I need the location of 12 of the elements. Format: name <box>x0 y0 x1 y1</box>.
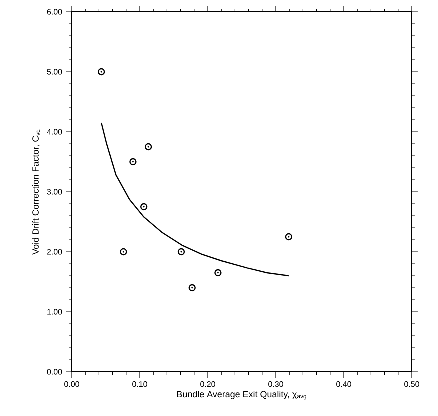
point <box>188 284 196 292</box>
point <box>178 248 186 256</box>
point <box>98 68 106 76</box>
y-axis-title: Void Drift Correction Factor, C$_{vd}$ <box>32 130 40 255</box>
point <box>130 158 137 166</box>
point <box>214 269 222 277</box>
line-series <box>100 122 290 277</box>
x-axis-title: Bundle Average Exit Quality, χ$_{avg}$ <box>177 390 306 400</box>
point <box>120 248 128 256</box>
point <box>140 203 148 211</box>
point <box>144 143 152 151</box>
point <box>285 233 293 241</box>
